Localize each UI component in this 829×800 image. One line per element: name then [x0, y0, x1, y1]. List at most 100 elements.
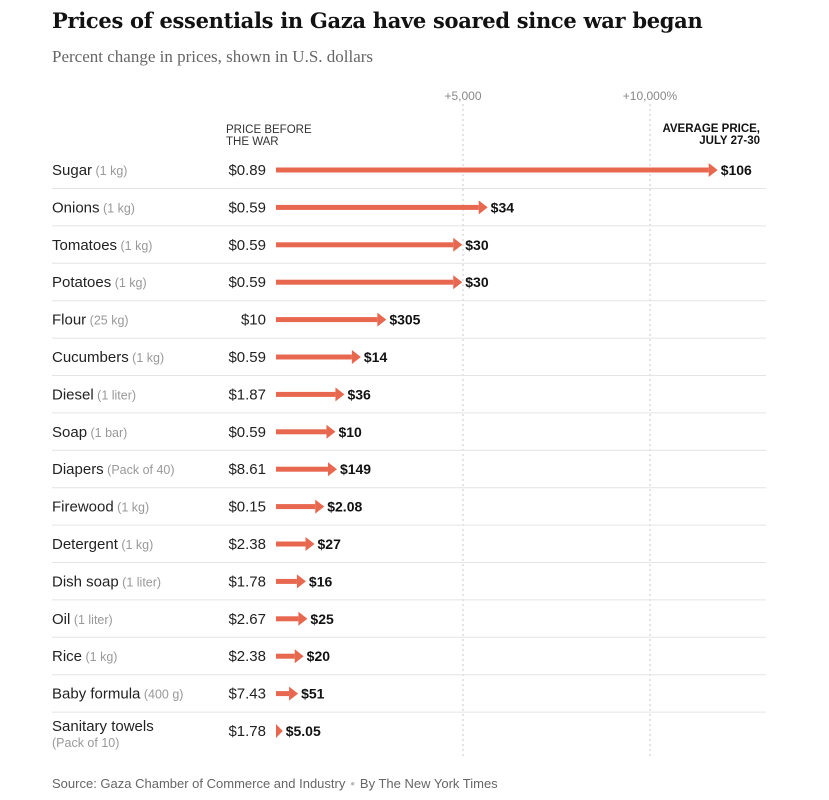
item-unit: (Pack of 10)	[52, 736, 119, 750]
price-before: $0.59	[228, 424, 266, 441]
chart-row: Sanitary towels(Pack of 10) $1.78 $5.05	[52, 718, 321, 750]
item-name: Rice	[52, 648, 82, 665]
price-before-header: THE WAR	[226, 136, 279, 148]
average-price-label: $305	[389, 312, 420, 328]
item-unit: (1 kg)	[92, 164, 127, 178]
bar-arrowhead	[294, 649, 304, 664]
average-price-label: $5.05	[286, 723, 321, 739]
average-price-label: $14	[364, 349, 388, 365]
average-price-label: $10	[338, 424, 362, 440]
item-label: Tomatoes (1 kg)	[52, 237, 152, 254]
average-price-label: $30	[465, 274, 489, 290]
price-before: $0.59	[228, 274, 266, 291]
average-price-label: $51	[301, 686, 325, 702]
credit-note: By The New York Times	[359, 776, 498, 791]
chart-row: Baby formula (400 g) $7.43 $51	[52, 686, 766, 713]
item-unit: (1 liter)	[119, 575, 161, 589]
item-name: Baby formula	[52, 686, 141, 703]
item-label: Dish soap (1 liter)	[52, 573, 161, 590]
bar	[276, 279, 454, 285]
item-label: Firewood (1 kg)	[52, 499, 149, 516]
bar	[276, 653, 295, 659]
item-unit: (1 kg)	[111, 276, 146, 290]
item-unit: (1 kg)	[82, 650, 117, 664]
price-before: $0.59	[228, 349, 266, 366]
chart-row: Sugar (1 kg) $0.89 $106	[52, 162, 766, 189]
bar-arrowhead	[289, 686, 299, 701]
chart-rows: Sugar (1 kg) $0.89 $106 Onions (1 kg) $0.59 $…	[52, 162, 766, 750]
chart-row: Dish soap (1 liter) $1.78 $16	[52, 573, 766, 601]
price-before: $0.15	[228, 499, 266, 516]
bar-arrowhead	[327, 462, 337, 477]
separator-dot: •	[350, 776, 355, 791]
item-name: Oil	[52, 611, 70, 628]
item-label: Soap (1 bar)	[52, 424, 127, 441]
chart-row: Onions (1 kg) $0.59 $34	[52, 199, 766, 227]
price-before: $0.59	[228, 199, 266, 216]
item-unit: (1 liter)	[94, 388, 136, 402]
price-before: $2.67	[228, 611, 266, 628]
price-before: $7.43	[228, 686, 266, 703]
bar	[276, 466, 328, 472]
bar	[276, 616, 299, 622]
item-name: Flour	[52, 312, 86, 329]
item-label: Sugar (1 kg)	[52, 162, 127, 179]
item-name: Sugar	[52, 162, 92, 179]
chart-row: Rice (1 kg) $2.38 $20	[52, 648, 766, 676]
price-before-header: PRICE BEFORE	[226, 124, 312, 136]
item-label: Onions (1 kg)	[52, 199, 135, 216]
bar-arrowhead	[335, 387, 345, 402]
item-label: Potatoes (1 kg)	[52, 274, 147, 291]
chart-row: Diapers (Pack of 40) $8.61 $149	[52, 461, 766, 489]
price-before: $2.38	[228, 536, 266, 553]
item-unit: (1 kg)	[118, 538, 153, 552]
price-before: $2.38	[228, 648, 266, 665]
item-unit: (1 kg)	[129, 351, 164, 365]
bar-arrowhead	[276, 724, 283, 738]
price-before: $1.87	[228, 386, 266, 403]
bar	[276, 204, 479, 210]
item-unit: (400 g)	[140, 688, 183, 702]
chart-row: Potatoes (1 kg) $0.59 $30	[52, 274, 766, 302]
average-price-label: $27	[318, 536, 342, 552]
item-name: Onions	[52, 199, 100, 216]
item-label: Sanitary towels	[52, 718, 154, 735]
bar	[276, 541, 306, 547]
x-tick-label: +10,000%	[623, 89, 678, 103]
bar	[276, 167, 709, 173]
average-price-header: AVERAGE PRICE,	[662, 123, 760, 135]
price-before: $8.61	[228, 461, 266, 478]
price-before: $0.89	[228, 162, 266, 179]
chart-row: Soap (1 bar) $0.59 $10	[52, 424, 766, 451]
item-label: Baby formula (400 g)	[52, 686, 183, 703]
item-name: Cucumbers	[52, 349, 129, 366]
chart-row: Detergent (1 kg) $2.38 $27	[52, 536, 766, 563]
bar-arrowhead	[351, 350, 361, 364]
item-name: Diesel	[52, 386, 94, 403]
item-label: Diesel (1 liter)	[52, 386, 136, 403]
item-unit: (Pack of 40)	[104, 463, 175, 477]
item-unit: (1 kg)	[114, 501, 149, 515]
item-name: Firewood	[52, 499, 114, 516]
source-note: Source: Gaza Chamber of Commerce and Ind…	[52, 776, 346, 791]
item-label: Rice (1 kg)	[52, 648, 117, 665]
bar-arrowhead	[377, 312, 387, 327]
bar-arrowhead	[305, 537, 315, 551]
chart-row: Firewood (1 kg) $0.15 $2.08	[52, 499, 766, 526]
bar	[276, 578, 297, 584]
item-unit: (1 bar)	[87, 426, 127, 440]
price-before: $1.78	[228, 573, 266, 590]
item-name: Tomatoes	[52, 237, 117, 254]
chart-row: Oil (1 liter) $2.67 $25	[52, 611, 766, 638]
bar	[276, 504, 316, 510]
bar-arrowhead	[708, 163, 718, 177]
bar	[276, 391, 336, 397]
chart-row: Cucumbers (1 kg) $0.59 $14	[52, 349, 766, 376]
chart-row: Tomatoes (1 kg) $0.59 $30	[52, 237, 766, 264]
item-label: Flour (25 kg)	[52, 312, 129, 329]
average-price-header: JULY 27-30	[699, 135, 760, 147]
bar-arrowhead	[453, 275, 463, 290]
bar-arrowhead	[298, 611, 308, 626]
